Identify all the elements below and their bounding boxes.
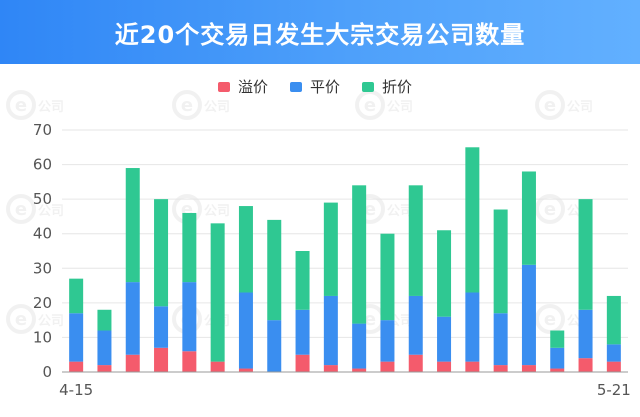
- bar-segment-par: [550, 347, 565, 369]
- y-tick-label: 20: [33, 294, 52, 312]
- bar-segment-discount: [408, 185, 423, 296]
- bar-segment-discount: [380, 233, 395, 321]
- bar-segment-premium: [238, 368, 253, 372]
- bar-segment-par: [125, 282, 140, 355]
- bar-segment-premium: [408, 354, 423, 372]
- bar-segment-discount: [352, 185, 367, 324]
- bar-segment-discount: [267, 219, 282, 321]
- y-tick-label: 70: [33, 121, 52, 139]
- bar-segment-discount: [97, 309, 112, 331]
- legend-swatch: [362, 82, 374, 92]
- legend-label: 平价: [310, 78, 340, 96]
- bar-segment-premium: [154, 347, 169, 372]
- bar-segment-premium: [550, 368, 565, 372]
- bar-segment-premium: [295, 354, 310, 372]
- bar-segment-discount: [437, 230, 452, 317]
- bar-segment-discount: [182, 212, 197, 283]
- bar-segment-discount: [69, 278, 84, 314]
- bar-segment-premium: [210, 361, 225, 372]
- bar-segment-discount: [238, 206, 253, 293]
- bar-segment-par: [380, 320, 395, 362]
- bar-segment-par: [578, 309, 593, 359]
- bar-segment-discount: [465, 147, 480, 293]
- bar-segment-par: [465, 292, 480, 362]
- bar-segment-discount: [295, 251, 310, 310]
- y-tick-label: 0: [42, 363, 52, 381]
- bar-segment-premium: [182, 351, 197, 372]
- chart-title: 近20个交易日发生大宗交易公司数量: [114, 20, 526, 49]
- x-tick-label-end: 5-21: [597, 381, 631, 399]
- bar-segment-premium: [125, 354, 140, 372]
- bar-segment-par: [97, 330, 112, 366]
- bar-segment-discount: [606, 295, 621, 345]
- bar-segment-par: [267, 320, 282, 372]
- bar-segment-discount: [323, 202, 338, 296]
- bar-segment-premium: [465, 361, 480, 372]
- bar-segment-premium: [578, 358, 593, 372]
- bar-segment-premium: [521, 365, 536, 372]
- legend-label: 溢价: [238, 78, 268, 96]
- x-tick-label-start: 4-15: [59, 381, 93, 399]
- bar-segment-discount: [578, 199, 593, 310]
- bar-segment-par: [154, 306, 169, 348]
- bar-segment-premium: [437, 361, 452, 372]
- bar-segment-premium: [323, 365, 338, 372]
- bar-segment-par: [69, 313, 84, 362]
- bar-segment-par: [182, 282, 197, 352]
- legend-swatch: [218, 82, 230, 92]
- y-tick-label: 50: [33, 190, 52, 208]
- bar-segment-par: [295, 309, 310, 355]
- bar-segment-par: [437, 316, 452, 362]
- bar-segment-par: [238, 292, 253, 369]
- bar-segment-par: [521, 264, 536, 366]
- y-tick-label: 40: [33, 225, 52, 243]
- chart-header: 近20个交易日发生大宗交易公司数量: [0, 0, 640, 64]
- bar-segment-discount: [210, 223, 225, 362]
- bar-segment-discount: [493, 209, 508, 314]
- y-tick-label: 60: [33, 156, 52, 174]
- bar-segment-premium: [380, 361, 395, 372]
- bar-segment-premium: [69, 361, 84, 372]
- legend-label: 折价: [382, 78, 412, 96]
- bar-segment-discount: [550, 330, 565, 348]
- y-tick-label: 10: [33, 328, 52, 346]
- bar-segment-discount: [125, 168, 140, 283]
- bar-segment-par: [493, 313, 508, 366]
- bar-segment-discount: [154, 199, 169, 307]
- bar-segment-par: [323, 295, 338, 366]
- bar-segment-par: [408, 295, 423, 355]
- bar-segment-premium: [493, 365, 508, 372]
- y-tick-label: 30: [33, 259, 52, 277]
- bar-segment-par: [352, 323, 367, 369]
- bar-segment-discount: [521, 171, 536, 265]
- bar-segment-premium: [352, 368, 367, 372]
- bar-segment-par: [606, 344, 621, 362]
- bar-segment-premium: [97, 365, 112, 372]
- bar-segment-premium: [606, 361, 621, 372]
- legend-swatch: [290, 82, 302, 92]
